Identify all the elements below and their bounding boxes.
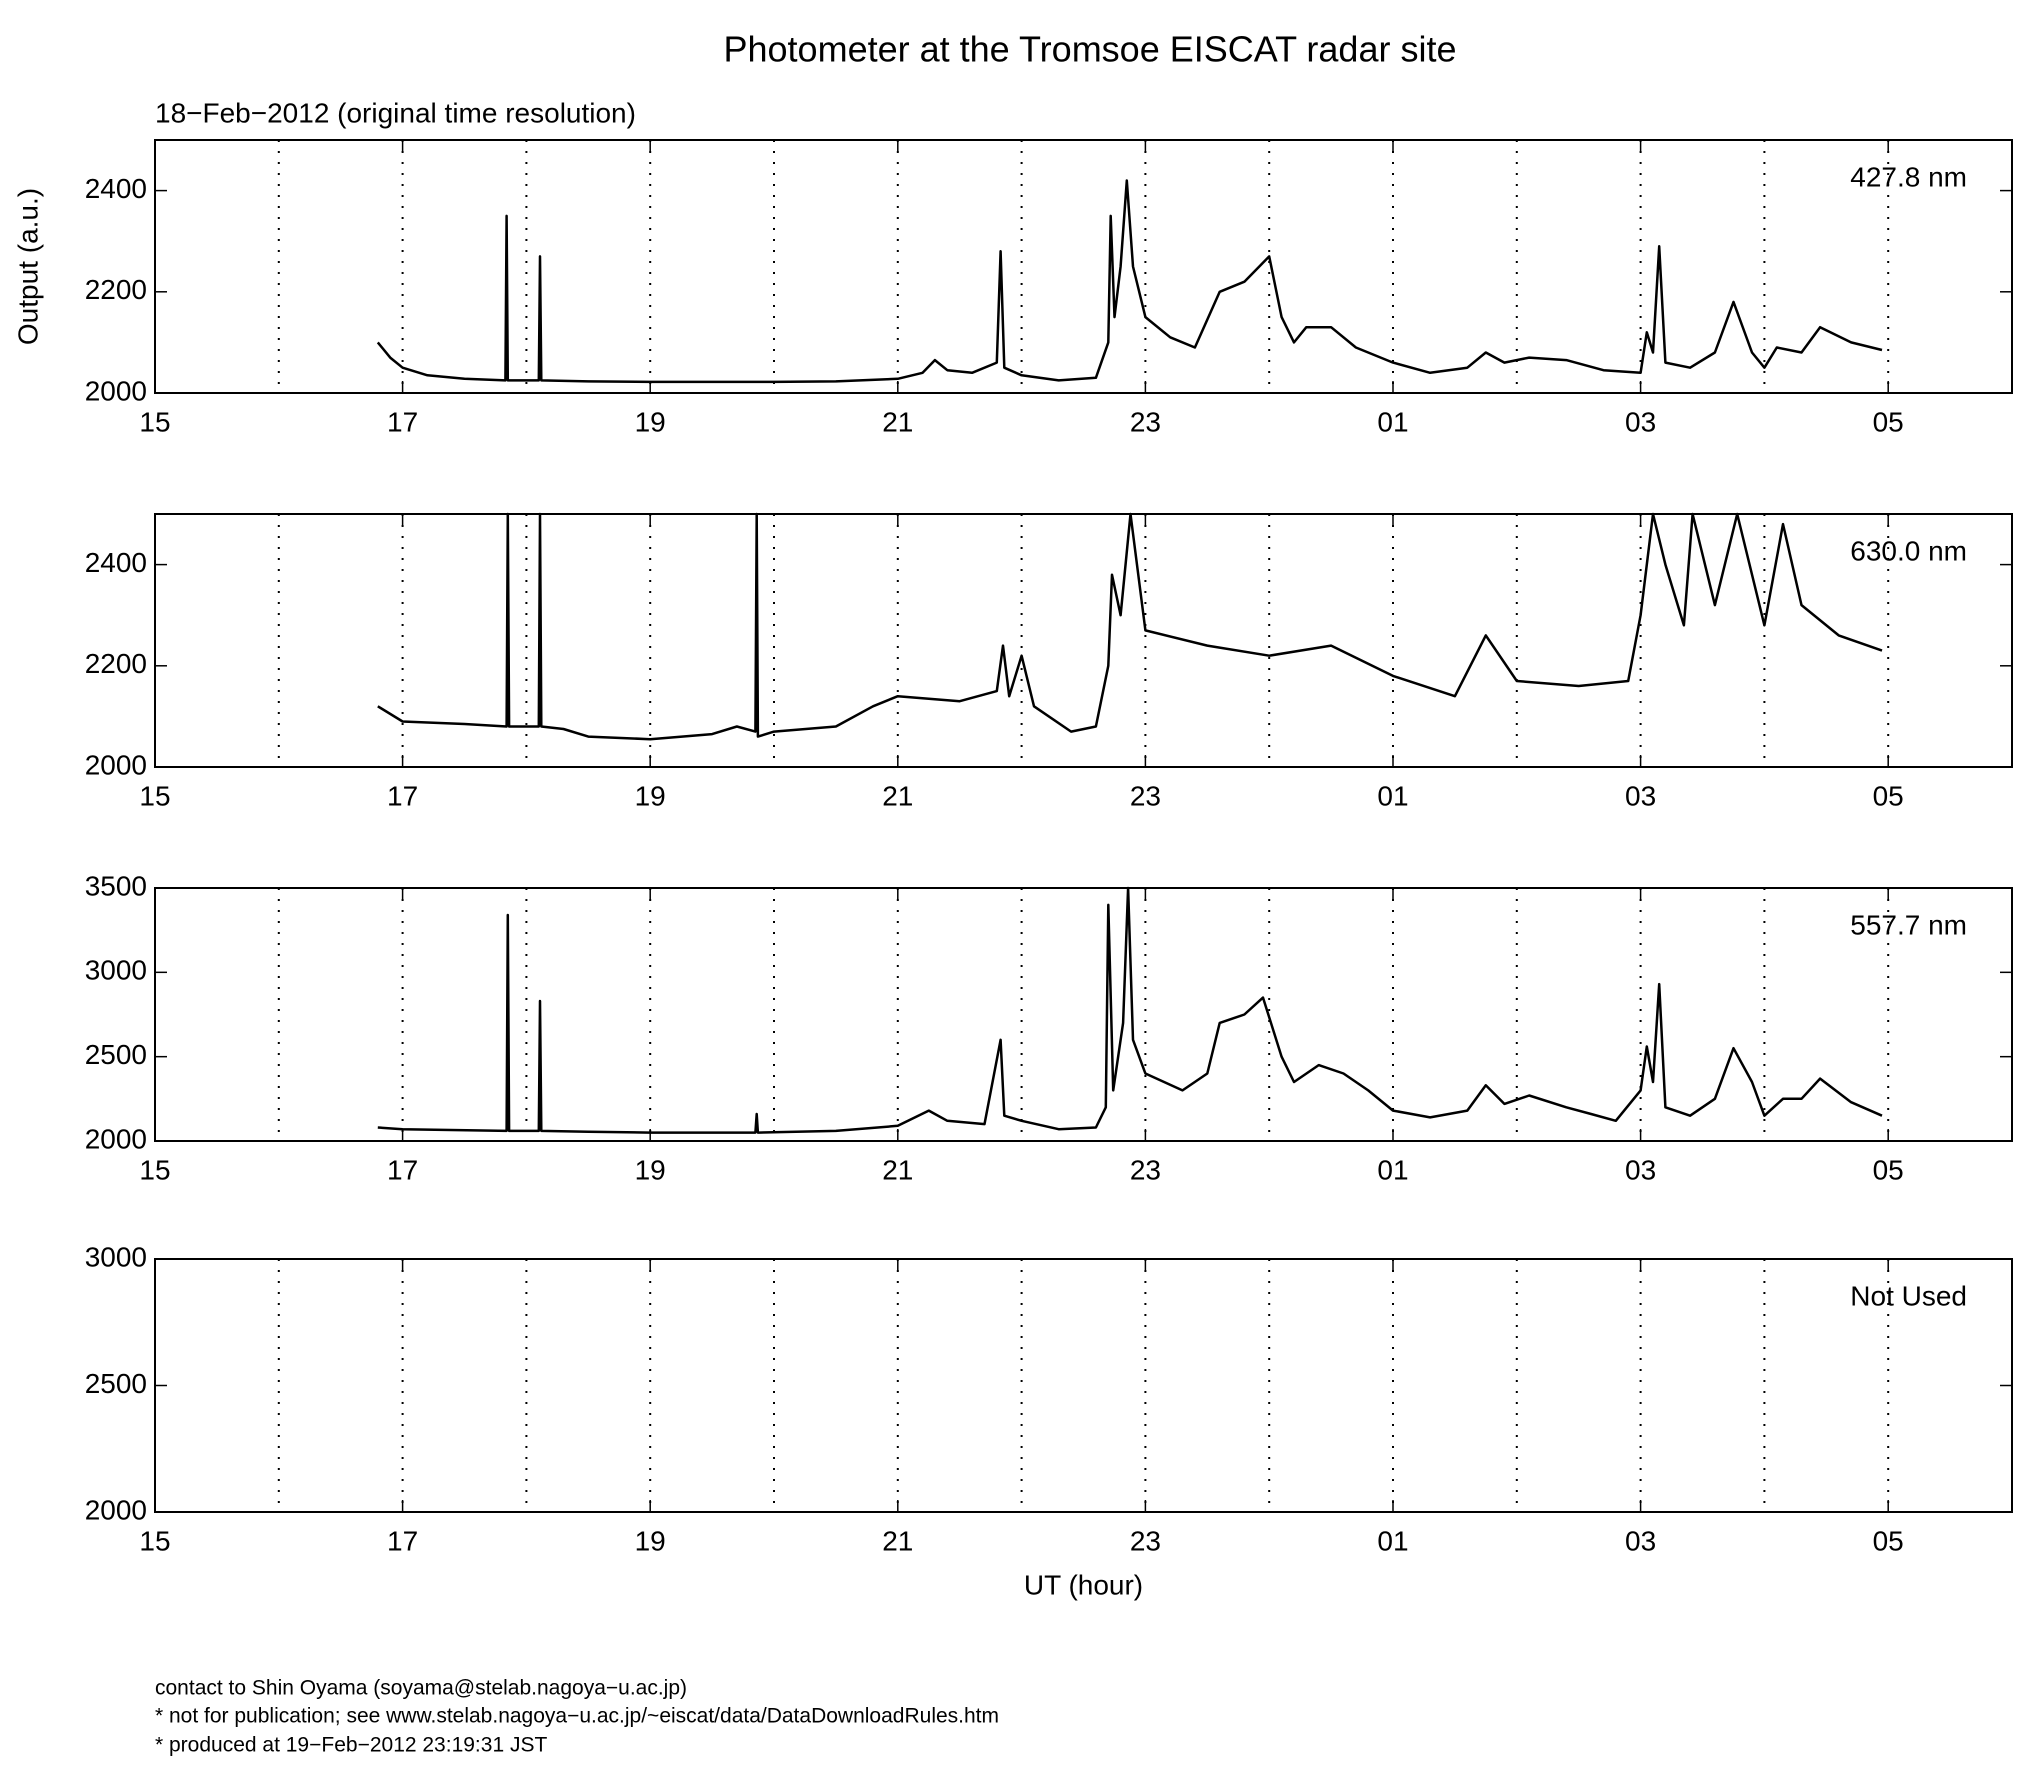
x-axis-label: UT (hour) <box>1024 1569 1143 1600</box>
plot-frame <box>154 1258 2013 1513</box>
y-tick-label: 3500 <box>85 870 147 901</box>
x-tick-label: 05 <box>1873 406 1904 437</box>
data-line <box>376 179 1883 384</box>
x-tick-label: 21 <box>882 780 913 811</box>
plot-frame <box>154 139 2013 394</box>
legend-label: 630.0 nm <box>1850 535 1967 566</box>
data-line <box>377 886 1883 1134</box>
x-tick-label: 21 <box>882 406 913 437</box>
plot-frame <box>154 887 2013 1142</box>
x-tick-label: 03 <box>1625 1525 1656 1556</box>
figure-title: Photometer at the Tromsoe EISCAT radar s… <box>724 29 1457 70</box>
x-tick-label: 03 <box>1625 780 1656 811</box>
y-tick-label: 2000 <box>85 749 147 780</box>
data-line <box>377 512 1883 741</box>
x-tick-label: 15 <box>139 780 170 811</box>
y-tick-label: 2400 <box>85 547 147 578</box>
x-tick-label: 15 <box>139 1525 170 1556</box>
y-tick-label: 2000 <box>85 1123 147 1154</box>
x-tick-label: 17 <box>387 406 418 437</box>
x-tick-label: 15 <box>139 1154 170 1185</box>
footer-line: contact to Shin Oyama (soyama@stelab.nag… <box>155 1677 687 1700</box>
x-tick-label: 21 <box>882 1525 913 1556</box>
x-tick-label: 17 <box>387 780 418 811</box>
y-tick-label: 3000 <box>85 1241 147 1272</box>
x-tick-label: 01 <box>1377 1525 1408 1556</box>
x-tick-label: 19 <box>635 406 666 437</box>
y-tick-label: 2200 <box>85 648 147 679</box>
x-tick-label: 05 <box>1873 1525 1904 1556</box>
x-tick-label: 17 <box>387 1525 418 1556</box>
x-tick-label: 03 <box>1625 1154 1656 1185</box>
x-tick-label: 17 <box>387 1154 418 1185</box>
x-tick-label: 23 <box>1130 1525 1161 1556</box>
x-tick-label: 23 <box>1130 780 1161 811</box>
x-tick-label: 05 <box>1873 1154 1904 1185</box>
x-tick-label: 21 <box>882 1154 913 1185</box>
x-tick-label: 23 <box>1130 1154 1161 1185</box>
y-tick-label: 2200 <box>85 274 147 305</box>
legend-label: 427.8 nm <box>1850 161 1967 192</box>
subtitle: 18−Feb−2012 (original time resolution) <box>155 97 636 128</box>
legend-label: 557.7 nm <box>1850 909 1967 940</box>
y-axis-label: Output (a.u.) <box>12 188 43 345</box>
x-tick-label: 15 <box>139 406 170 437</box>
x-tick-label: 01 <box>1377 1154 1408 1185</box>
y-tick-label: 3000 <box>85 955 147 986</box>
y-tick-label: 2400 <box>85 173 147 204</box>
x-tick-label: 05 <box>1873 780 1904 811</box>
x-tick-label: 19 <box>635 780 666 811</box>
plot-frame <box>154 513 2013 768</box>
x-tick-label: 19 <box>635 1525 666 1556</box>
x-tick-label: 03 <box>1625 406 1656 437</box>
footer-line: * not for publication; see www.stelab.na… <box>155 1705 999 1728</box>
y-tick-label: 2000 <box>85 375 147 406</box>
footer-line: * produced at 19−Feb−2012 23:19:31 JST <box>155 1734 547 1757</box>
y-tick-label: 2500 <box>85 1368 147 1399</box>
x-tick-label: 19 <box>635 1154 666 1185</box>
x-tick-label: 01 <box>1377 406 1408 437</box>
x-tick-label: 23 <box>1130 406 1161 437</box>
legend-label: Not Used <box>1850 1280 1967 1311</box>
y-tick-label: 2500 <box>85 1039 147 1070</box>
x-tick-label: 01 <box>1377 780 1408 811</box>
y-tick-label: 2000 <box>85 1494 147 1525</box>
